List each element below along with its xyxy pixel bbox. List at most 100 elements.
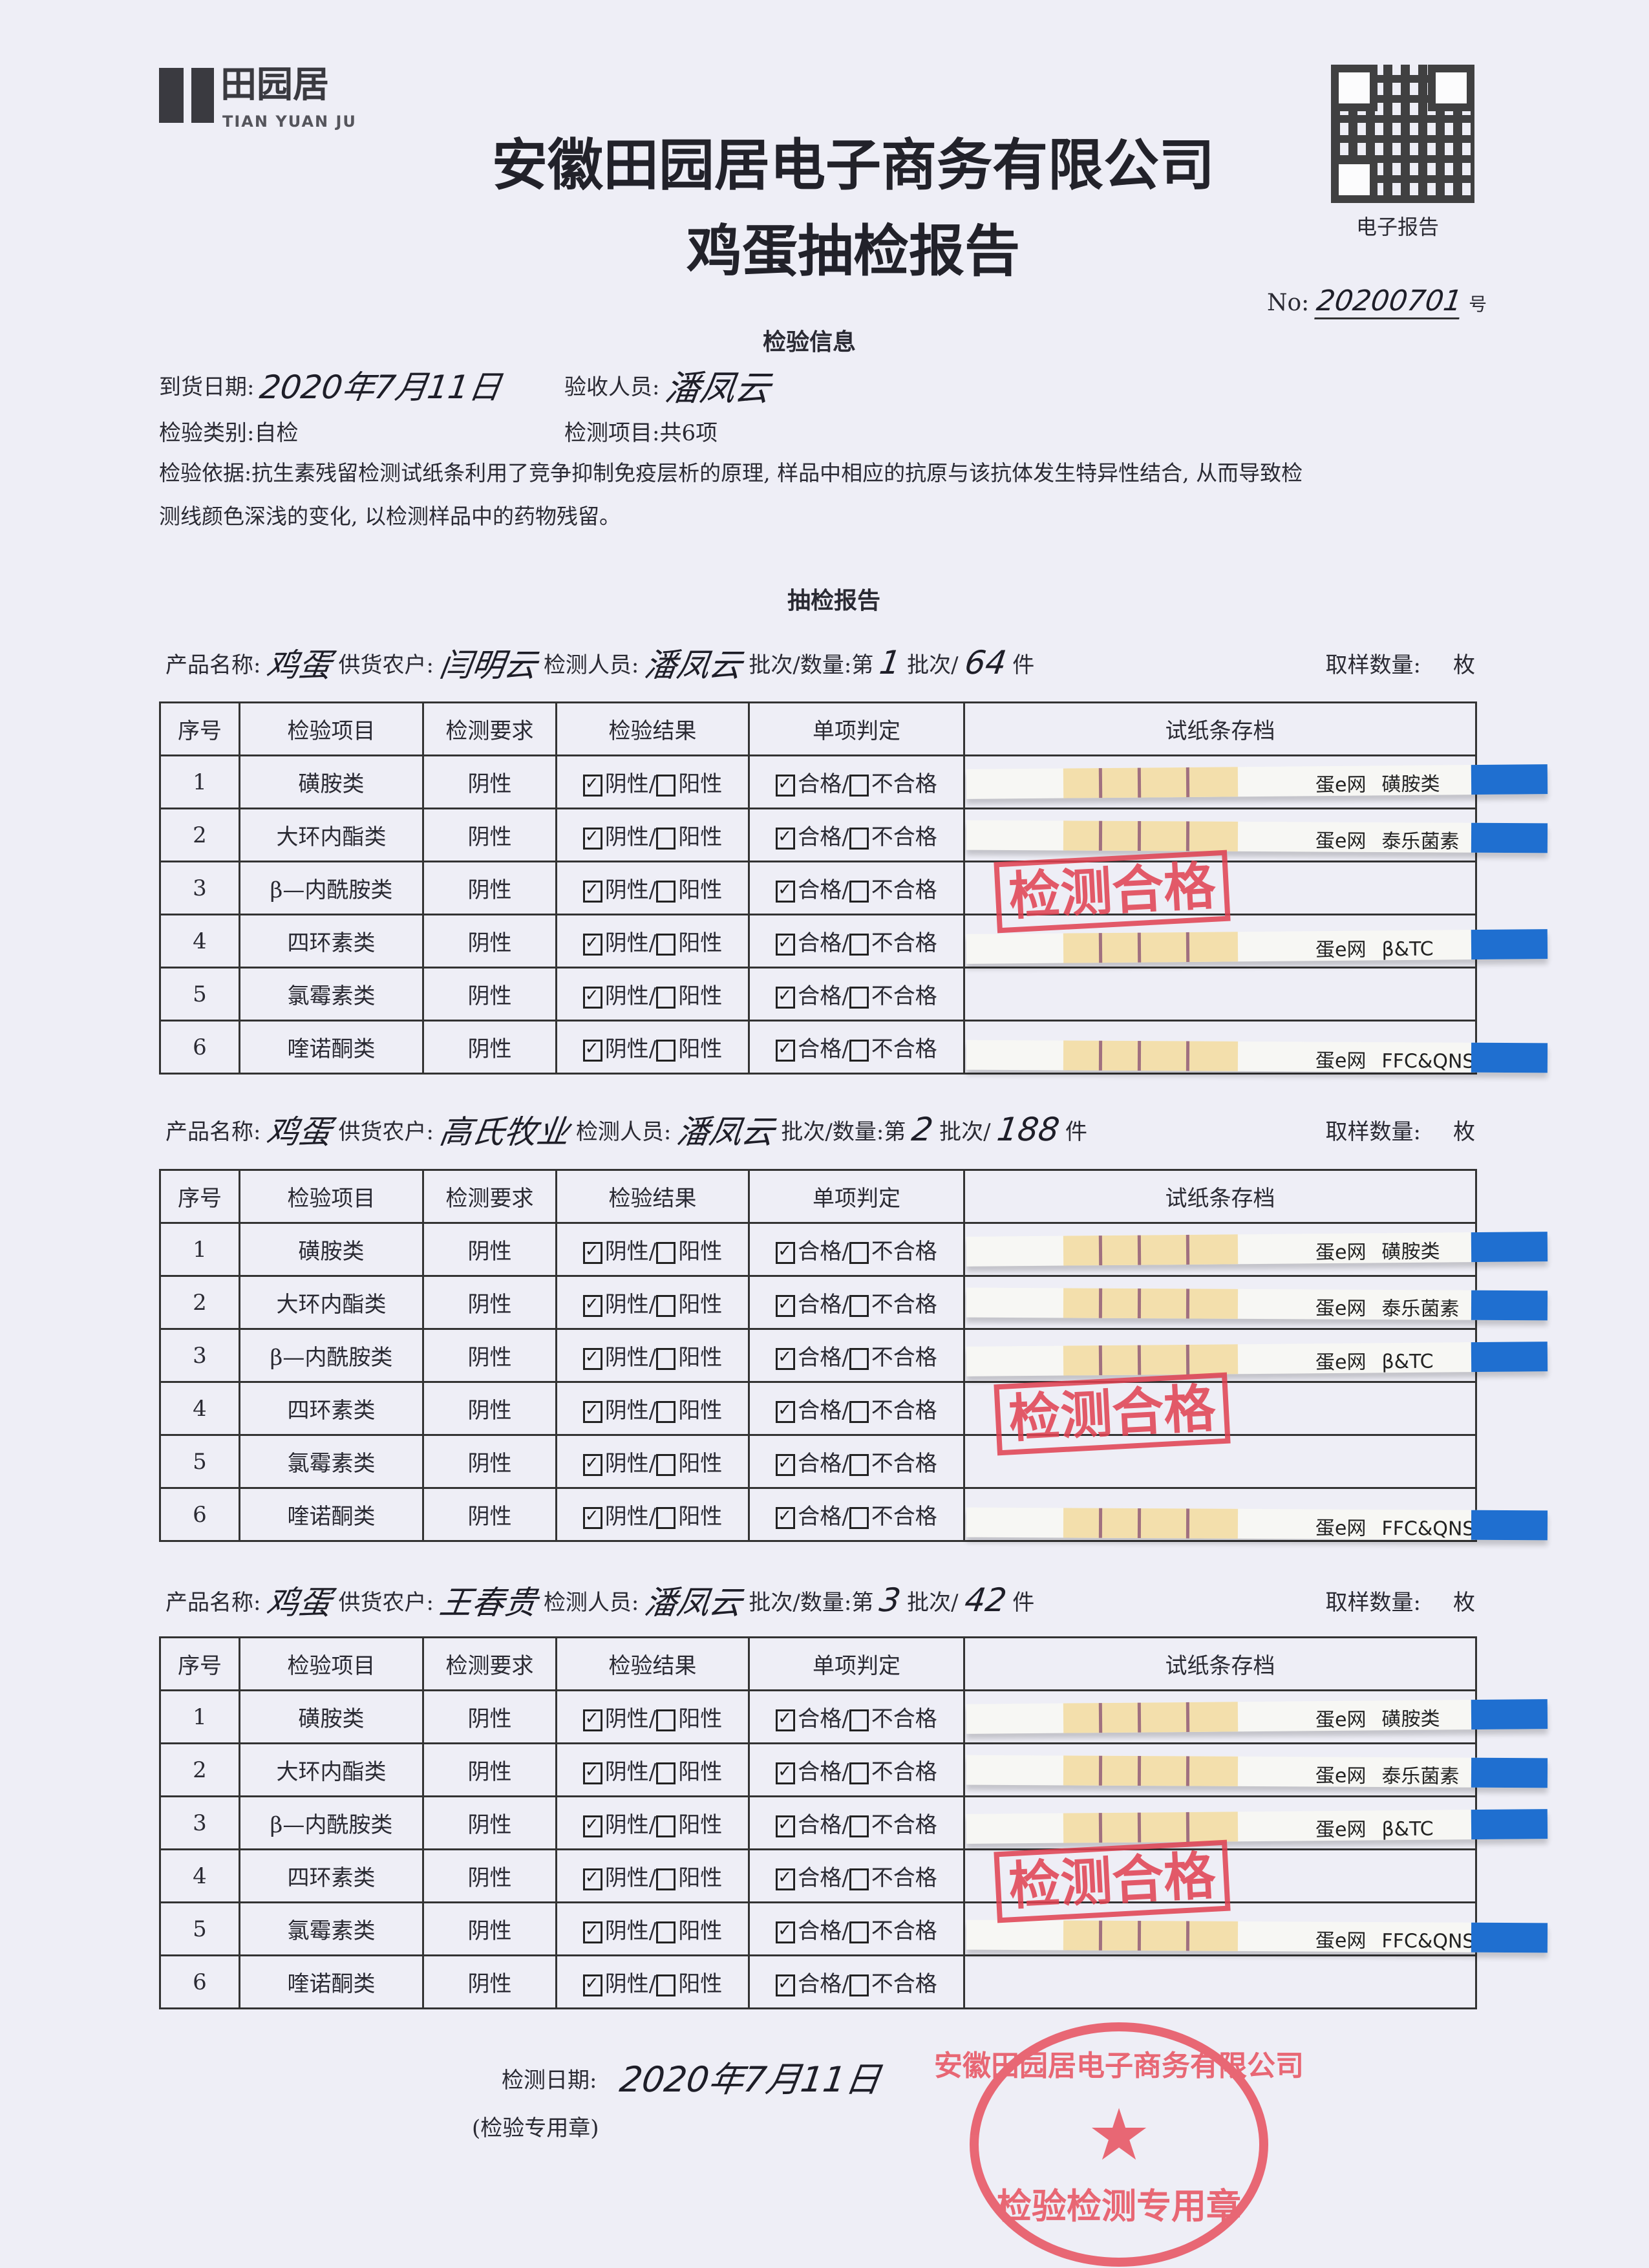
section-info: 产品名称: 鸡蛋 供货农户: 王春贵 检测人员: 潘凤云 批次/数量:第 3 批次/42 件 取样数… [165, 1578, 1475, 1623]
judgment-checkbox-pass[interactable]: ✓ [776, 1709, 796, 1731]
result-checkbox-negative[interactable]: ✓ [582, 774, 602, 797]
result-checkbox-negative[interactable]: ✓ [582, 1974, 602, 1996]
result-checkbox-positive[interactable] [656, 1242, 676, 1264]
judgment-checkbox-pass[interactable]: ✓ [776, 1506, 796, 1529]
judgment-option-pass: 合格 [798, 930, 842, 956]
column-header: 检验结果 [555, 1169, 750, 1224]
result-checkbox-positive[interactable] [656, 1974, 676, 1996]
result-cell: ✓ 阴性/阳性 [555, 1381, 750, 1436]
judgment-checkbox-fail[interactable] [849, 1454, 869, 1476]
result-checkbox-positive[interactable] [656, 934, 676, 956]
seal-ring-text: 安徽田园居电子商务有限公司 [934, 2049, 1304, 2082]
judgment-option-fail: 不合格 [871, 1759, 937, 1785]
result-checkbox-negative[interactable]: ✓ [582, 1921, 602, 1943]
result-option-negative: 阴性 [604, 1971, 649, 1997]
judgment-checkbox-pass[interactable]: ✓ [776, 880, 796, 903]
judgment-checkbox-fail[interactable] [849, 1348, 869, 1370]
result-checkbox-positive[interactable] [656, 1401, 676, 1423]
judgment-checkbox-pass[interactable]: ✓ [776, 1400, 796, 1423]
arrival-date-value: 2020年7月11日 [257, 369, 504, 406]
result-checkbox-negative[interactable]: ✓ [582, 1039, 602, 1062]
result-checkbox-negative[interactable]: ✓ [582, 1241, 602, 1264]
result-checkbox-positive[interactable] [656, 1295, 676, 1317]
judgment-checkbox-pass[interactable]: ✓ [776, 1815, 796, 1837]
result-checkbox-positive[interactable] [656, 1454, 676, 1476]
judgment-checkbox-fail[interactable] [849, 1507, 869, 1529]
judgment-checkbox-pass[interactable]: ✓ [776, 827, 796, 850]
check-mark-icon: ✓ [584, 1294, 599, 1314]
judgment-checkbox-pass[interactable]: ✓ [776, 933, 796, 956]
strip-label: 蛋e网 β&TC [1315, 1813, 1434, 1843]
test-item: 大环内酯类 [239, 1742, 424, 1797]
result-option-positive: 阳性 [678, 1706, 723, 1732]
result-checkbox-positive[interactable] [656, 1709, 676, 1731]
result-checkbox-positive[interactable] [656, 1348, 676, 1370]
result-checkbox-positive[interactable] [656, 881, 676, 903]
result-checkbox-negative[interactable]: ✓ [582, 1294, 602, 1317]
judgment-checkbox-fail[interactable] [849, 828, 869, 850]
judgment-checkbox-pass[interactable]: ✓ [776, 1921, 796, 1943]
judgment-checkbox-pass[interactable]: ✓ [776, 986, 796, 1009]
result-checkbox-negative[interactable]: ✓ [582, 1762, 602, 1784]
result-checkbox-negative[interactable]: ✓ [582, 1868, 602, 1890]
judgment-checkbox-pass[interactable]: ✓ [776, 1294, 796, 1317]
judgment-checkbox-pass[interactable]: ✓ [776, 1974, 796, 1996]
judgment-checkbox-pass[interactable]: ✓ [776, 1868, 796, 1890]
result-checkbox-positive[interactable] [656, 1815, 676, 1837]
check-mark-icon: ✓ [778, 1709, 793, 1728]
result-checkbox-positive[interactable] [656, 1762, 676, 1784]
judgment-checkbox-pass[interactable]: ✓ [776, 1762, 796, 1784]
batch-label: 批次/数量:第 [781, 1118, 906, 1145]
judgment-checkbox-fail[interactable] [849, 1868, 869, 1890]
product-name: 鸡蛋 [264, 1584, 334, 1621]
judgment-checkbox-pass[interactable]: ✓ [776, 1347, 796, 1370]
judgment-checkbox-fail[interactable] [849, 1295, 869, 1317]
section-info: 产品名称: 鸡蛋 供货农户: 闫明云 检测人员: 潘凤云 批次/数量:第 1 批次/64 件 取样数… [165, 640, 1475, 685]
result-checkbox-negative[interactable]: ✓ [582, 880, 602, 903]
result-checkbox-positive[interactable] [656, 1868, 676, 1890]
result-checkbox-positive[interactable] [656, 775, 676, 797]
check-mark-icon: ✓ [584, 1453, 599, 1473]
judgment-checkbox-fail[interactable] [849, 1709, 869, 1731]
result-checkbox-positive[interactable] [656, 987, 676, 1009]
strip-pad [1063, 1288, 1239, 1319]
test-item: 大环内酯类 [239, 808, 424, 862]
result-checkbox-positive[interactable] [656, 1921, 676, 1943]
judgment-checkbox-pass[interactable]: ✓ [776, 1241, 796, 1264]
result-checkbox-positive[interactable] [656, 1507, 676, 1529]
judgment-checkbox-fail[interactable] [849, 1762, 869, 1784]
result-checkbox-negative[interactable]: ✓ [582, 1709, 602, 1731]
judgment-checkbox-fail[interactable] [849, 1974, 869, 1996]
result-checkbox-negative[interactable]: ✓ [582, 986, 602, 1009]
result-option-negative: 阴性 [604, 824, 649, 850]
result-checkbox-negative[interactable]: ✓ [582, 1453, 602, 1476]
result-checkbox-negative[interactable]: ✓ [582, 1815, 602, 1837]
test-strip: 蛋e网 β&TC [966, 929, 1548, 964]
judgment-checkbox-fail[interactable] [849, 1242, 869, 1264]
judgment-checkbox-pass[interactable]: ✓ [776, 1453, 796, 1476]
judgment-checkbox-fail[interactable] [849, 1401, 869, 1423]
result-checkbox-negative[interactable]: ✓ [582, 827, 602, 850]
result-checkbox-negative[interactable]: ✓ [582, 1400, 602, 1423]
judgment-checkbox-fail[interactable] [849, 987, 869, 1009]
test-item: 磺胺类 [239, 1689, 424, 1744]
judgment-checkbox-fail[interactable] [849, 1921, 869, 1943]
result-checkbox-negative[interactable]: ✓ [582, 933, 602, 956]
judgment-checkbox-pass[interactable]: ✓ [776, 1039, 796, 1062]
judgment-checkbox-fail[interactable] [849, 881, 869, 903]
strip-line [1137, 1508, 1142, 1539]
row-index: 5 [159, 967, 240, 1022]
result-checkbox-positive[interactable] [656, 1040, 676, 1062]
judgment-checkbox-fail[interactable] [849, 934, 869, 956]
result-checkbox-negative[interactable]: ✓ [582, 1347, 602, 1370]
judgment-cell: ✓ 合格/不合格 [748, 1795, 965, 1850]
judgment-checkbox-fail[interactable] [849, 1040, 869, 1062]
check-mark-icon: ✓ [778, 774, 793, 793]
judgment-option-pass: 合格 [798, 1292, 842, 1318]
result-checkbox-positive[interactable] [656, 828, 676, 850]
judgment-checkbox-fail[interactable] [849, 775, 869, 797]
result-checkbox-negative[interactable]: ✓ [582, 1506, 602, 1529]
judgment-checkbox-fail[interactable] [849, 1815, 869, 1837]
judgment-option-pass: 合格 [798, 983, 842, 1009]
judgment-checkbox-pass[interactable]: ✓ [776, 774, 796, 797]
